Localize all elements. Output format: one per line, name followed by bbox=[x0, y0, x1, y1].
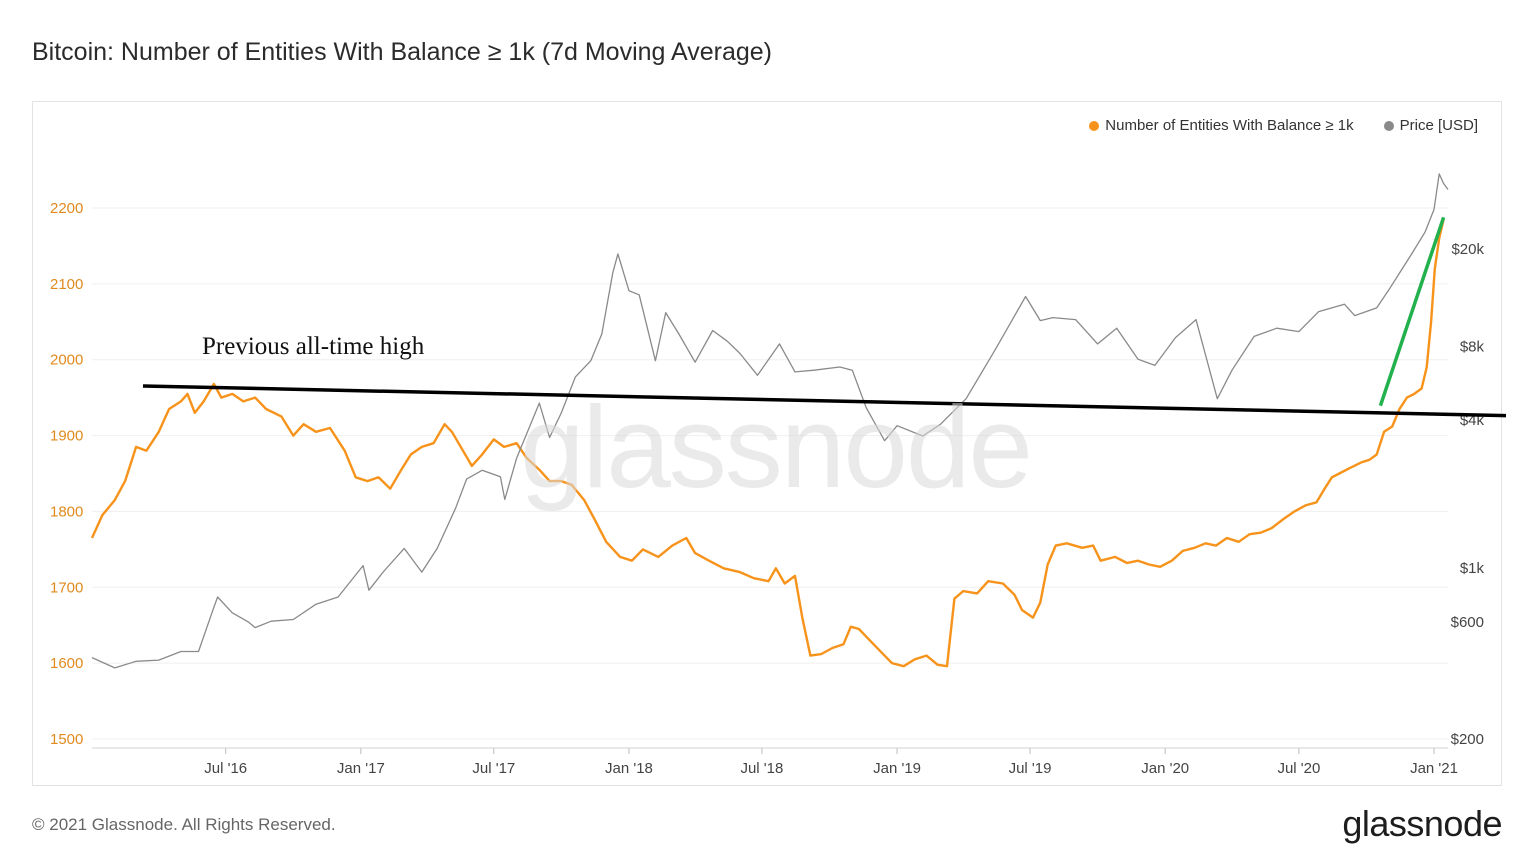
x-tick-label: Jan '21 bbox=[1410, 760, 1458, 777]
legend-label-entities: Number of Entities With Balance ≥ 1k bbox=[1105, 117, 1354, 134]
glassnode-logo: glassnode bbox=[1342, 803, 1502, 844]
y-right-tick-label: $20k bbox=[1451, 241, 1484, 258]
y-right-tick-label: $200 bbox=[1451, 731, 1484, 748]
x-tick-label: Jul '17 bbox=[472, 760, 515, 777]
y-right-tick-label: $1k bbox=[1460, 560, 1485, 577]
legend-label-price: Price [USD] bbox=[1399, 117, 1478, 134]
ath-annotation-label: Previous all-time high bbox=[202, 333, 425, 360]
copyright-footer: © 2021 Glassnode. All Rights Reserved. bbox=[32, 815, 336, 834]
y-left-ticks: 1500 1600 1700 1800 1900 2000 2100 2200 bbox=[50, 200, 83, 748]
x-tick-label: Jul '19 bbox=[1009, 760, 1052, 777]
x-tick-label: Jan '17 bbox=[337, 760, 385, 777]
x-tick-label: Jan '18 bbox=[605, 760, 653, 777]
trend-line bbox=[1378, 216, 1446, 407]
x-tick-label: Jul '20 bbox=[1277, 760, 1320, 777]
series-line-price bbox=[91, 173, 1449, 669]
gridlines bbox=[92, 207, 1448, 740]
ath-line bbox=[142, 384, 1507, 418]
chart-title: Bitcoin: Number of Entities With Balance… bbox=[32, 38, 772, 66]
y-left-tick-label: 2000 bbox=[50, 352, 83, 369]
y-left-tick-label: 1700 bbox=[50, 579, 83, 596]
y-left-tick-label: 1900 bbox=[50, 428, 83, 445]
legend-dot-entities bbox=[1089, 120, 1100, 131]
y-left-tick-label: 1600 bbox=[50, 655, 83, 672]
y-right-tick-label: $8k bbox=[1460, 338, 1485, 355]
y-left-tick-label: 1800 bbox=[50, 503, 83, 520]
y-right-ticks: $200$600$1k$4k$8k$20k bbox=[1451, 241, 1485, 748]
legend-item-price[interactable]: Price [USD] bbox=[1383, 117, 1478, 134]
chart-frame bbox=[32, 101, 1502, 786]
y-right-tick-label: $600 bbox=[1451, 614, 1484, 631]
x-ticks: Jul '16 Jan '17 Jul '17 Jan '18 Jul '18 Jan '… bbox=[204, 748, 1458, 777]
chart-legend: Number of Entities With Balance ≥ 1k Pri… bbox=[1089, 117, 1478, 134]
y-left-tick-label: 2200 bbox=[50, 200, 83, 217]
y-left-tick-label: 1500 bbox=[50, 731, 83, 748]
series-line-entities bbox=[90, 219, 1445, 668]
y-left-tick-label: 2100 bbox=[50, 276, 83, 293]
legend-item-entities[interactable]: Number of Entities With Balance ≥ 1k bbox=[1089, 117, 1354, 134]
x-tick-label: Jan '19 bbox=[873, 760, 921, 777]
x-tick-label: Jul '18 bbox=[740, 760, 783, 777]
x-tick-label: Jan '20 bbox=[1141, 760, 1189, 777]
legend-dot-price bbox=[1383, 120, 1394, 131]
x-tick-label: Jul '16 bbox=[204, 760, 247, 777]
